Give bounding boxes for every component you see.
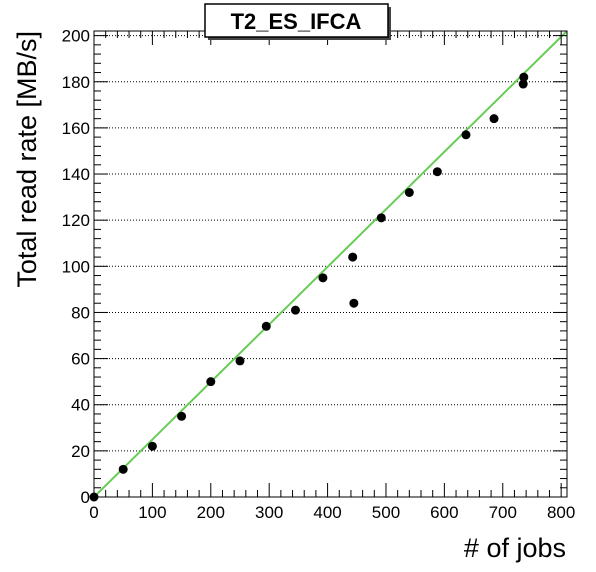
data-point <box>118 464 128 474</box>
chart-title-box: T2_ES_IFCA <box>204 3 391 40</box>
y-tick-label: 120 <box>62 211 90 230</box>
x-tick-label: 300 <box>255 503 283 522</box>
tick-labels: 0 20 40 60 80 100 120 140 160 180 200 0 100 200 300 400… <box>62 27 576 522</box>
y-tick-label: 40 <box>71 396 90 415</box>
fit-line-layer <box>93 30 568 498</box>
chart-title: T2_ES_IFCA <box>231 9 362 34</box>
data-point <box>489 114 499 124</box>
data-point <box>518 79 528 89</box>
x-axis-title: # of jobs <box>464 533 566 563</box>
data-points <box>89 72 529 502</box>
x-tick-label: 500 <box>372 503 400 522</box>
y-tick-label: 0 <box>81 488 90 507</box>
y-tick-label: 20 <box>71 442 90 461</box>
data-point <box>461 130 471 140</box>
data-point <box>349 298 359 308</box>
data-point <box>519 72 529 82</box>
title-frame <box>204 3 389 38</box>
y-tick-label: 60 <box>71 350 90 369</box>
data-point <box>261 321 271 331</box>
y-tick-label: 160 <box>62 119 90 138</box>
x-tick-label: 200 <box>197 503 225 522</box>
x-tick-label: 400 <box>313 503 341 522</box>
x-tick-label: 600 <box>430 503 458 522</box>
data-point <box>147 441 157 451</box>
y-tick-label: 80 <box>71 303 90 322</box>
data-point <box>177 411 187 421</box>
data-point <box>376 213 386 223</box>
data-point <box>235 356 245 366</box>
x-tick-label: 0 <box>89 503 98 522</box>
y-tick-label: 100 <box>62 257 90 276</box>
data-point <box>318 273 328 283</box>
data-point <box>290 305 300 315</box>
fit-line <box>93 30 568 498</box>
data-point <box>432 167 442 177</box>
data-point <box>404 187 414 197</box>
x-tick-label: 800 <box>547 503 575 522</box>
x-tick-label: 100 <box>138 503 166 522</box>
y-tick-label: 200 <box>62 27 90 46</box>
data-point <box>348 252 358 262</box>
grid-lines <box>94 35 567 452</box>
x-tick-label: 700 <box>489 503 517 522</box>
y-axis-title: Total read rate [MB/s] <box>12 31 42 288</box>
y-tick-label: 140 <box>62 165 90 184</box>
y-tick-label: 180 <box>62 73 90 92</box>
data-point <box>206 377 216 387</box>
